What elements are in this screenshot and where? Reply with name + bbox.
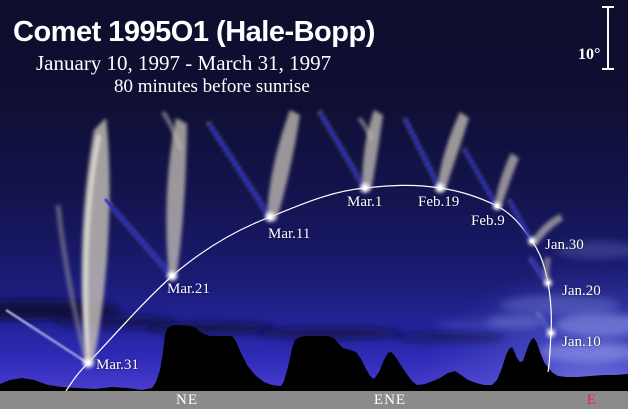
comet-head-core <box>267 214 273 220</box>
date-label-mar1: Mar.1 <box>347 194 383 210</box>
comet-head-core <box>546 281 550 285</box>
compass-label-e: E <box>586 392 598 408</box>
comet-head-core <box>437 185 443 191</box>
date-label-jan10: Jan.10 <box>562 334 601 350</box>
comet-head-core <box>530 239 534 243</box>
scale-label: 10° <box>578 46 601 63</box>
ion-tail <box>464 149 497 206</box>
dust-tail <box>81 118 110 365</box>
comet-mar31 <box>5 118 110 368</box>
dust-tail-wisp <box>55 204 90 364</box>
compass-label-ne: NE <box>176 392 198 408</box>
comet-jan20 <box>528 256 552 287</box>
ion-tail <box>404 119 441 188</box>
comet-mar1 <box>316 109 383 193</box>
comet-head-core <box>169 273 175 279</box>
dust-tail-wisp <box>357 116 374 141</box>
date-range-subtitle: January 10, 1997 - March 31, 1997 <box>36 51 332 75</box>
scale-bar <box>607 6 609 70</box>
ion-tail <box>208 124 271 217</box>
date-label-mar21: Mar.21 <box>167 281 210 297</box>
condition-subtitle: 80 minutes before sunrise <box>114 76 310 97</box>
dust-tail <box>437 112 469 191</box>
dust-tail-wisp <box>161 110 183 151</box>
dust-tail-core <box>83 134 101 361</box>
comet-feb19 <box>401 112 469 193</box>
ion-tail <box>510 202 532 241</box>
comet-head-core <box>549 331 553 335</box>
dust-tail <box>166 118 187 278</box>
comet-jan30 <box>507 199 563 246</box>
comet-head-core <box>85 360 91 366</box>
comet-feb9 <box>461 146 519 210</box>
page-title: Comet 1995O1 (Hale-Bopp) <box>13 16 375 48</box>
scale-cap-top <box>602 6 614 8</box>
date-label-feb9: Feb.9 <box>471 213 505 229</box>
dust-tail <box>362 110 383 190</box>
ion-tail <box>319 113 366 188</box>
ion-tail <box>104 198 172 276</box>
dawn-clouds <box>435 241 628 362</box>
scale-cap-bottom <box>602 68 614 70</box>
comet-jan10 <box>535 311 556 338</box>
comet-mar11 <box>205 110 300 222</box>
compass-bar: NE ENE E <box>0 391 628 409</box>
dust-tail <box>530 214 563 246</box>
comet-mar21 <box>101 110 187 281</box>
terrain-silhouette <box>0 325 628 409</box>
comet-head-core <box>495 204 499 208</box>
date-label-jan20: Jan.20 <box>562 283 601 299</box>
dust-tail <box>543 257 551 285</box>
compass-label-ene: ENE <box>373 392 407 408</box>
date-label-mar11: Mar.11 <box>268 226 311 242</box>
date-label-jan30: Jan.30 <box>545 237 584 253</box>
dust-tail <box>267 110 300 221</box>
date-label-feb19: Feb.19 <box>418 194 460 210</box>
ion-tail <box>539 317 549 329</box>
ion-tail-blue <box>29 326 81 359</box>
date-label-mar31: Mar.31 <box>96 357 139 373</box>
comet-head-core <box>362 185 368 191</box>
dust-tail <box>494 153 519 209</box>
